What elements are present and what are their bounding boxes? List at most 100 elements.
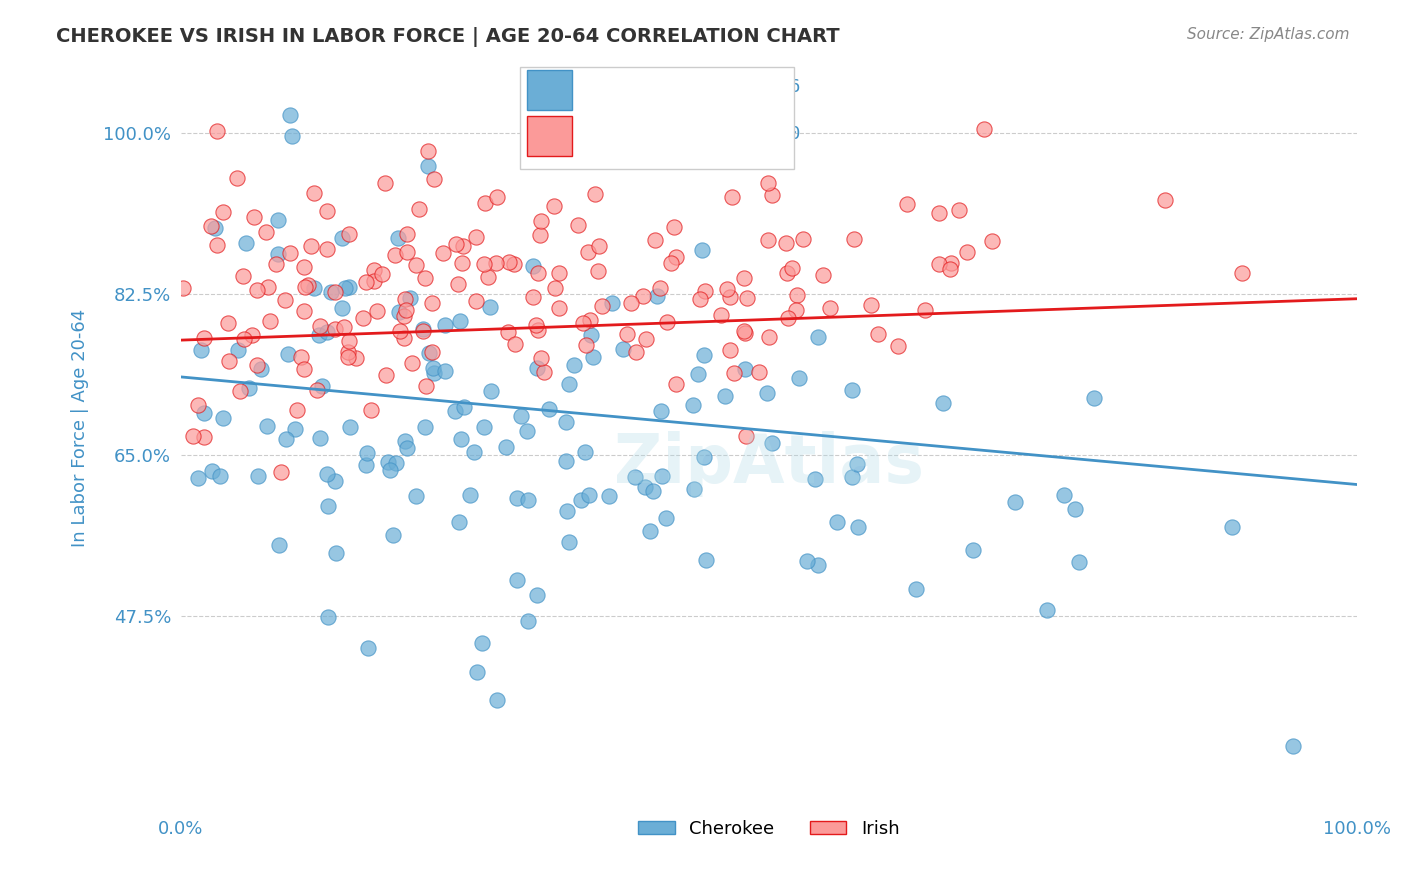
Point (229, 384, 252, 398)
Point (1064, 502, 1087, 516)
Point (846, 520, 869, 534)
Point (363, 263, 385, 277)
Point (274, 293, 297, 307)
Point (956, 244, 979, 259)
Point (281, 128, 304, 143)
Point (337, 334, 360, 348)
Point (948, 202, 970, 217)
Text: Source: ZipAtlas.com: Source: ZipAtlas.com (1187, 27, 1350, 42)
Point (775, 236, 797, 251)
Point (807, 330, 830, 344)
Point (256, 418, 278, 433)
Point (388, 305, 411, 319)
Point (357, 640, 380, 655)
Point (682, 398, 704, 412)
Point (904, 582, 927, 597)
Point (887, 339, 910, 353)
Point (735, 429, 758, 443)
Point (564, 359, 586, 373)
Point (479, 300, 502, 314)
Point (718, 290, 741, 304)
Point (325, 546, 347, 560)
Text: CHEROKEE VS IRISH IN LABOR FORCE | AGE 20-64 CORRELATION CHART: CHEROKEE VS IRISH IN LABOR FORCE | AGE 2… (56, 27, 839, 46)
Point (308, 319, 330, 334)
Point (394, 434, 416, 448)
Point (294, 280, 316, 294)
Point (665, 251, 688, 265)
Point (240, 328, 263, 343)
Point (422, 344, 444, 359)
Point (776, 311, 799, 326)
Point (733, 271, 755, 285)
Text: 0.0%: 0.0% (157, 821, 204, 838)
Point (337, 227, 360, 242)
Point (612, 342, 634, 356)
Point (363, 275, 385, 289)
Point (1230, 267, 1253, 281)
Point (776, 266, 799, 280)
Point (389, 324, 412, 338)
Point (285, 402, 308, 417)
Point (193, 430, 215, 444)
Point (422, 172, 444, 186)
Point (981, 234, 1004, 248)
Point (693, 348, 716, 362)
Point (472, 257, 495, 271)
Point (337, 345, 360, 359)
Text: R = -0.385   N = 136: R = -0.385 N = 136 (583, 78, 801, 96)
Point (710, 308, 733, 322)
Point (718, 143, 741, 157)
Point (761, 187, 783, 202)
Point (761, 436, 783, 450)
Point (444, 403, 467, 417)
Point (354, 275, 377, 289)
Point (316, 242, 339, 256)
Point (818, 301, 841, 315)
Point (278, 108, 301, 122)
Point (226, 343, 249, 357)
Point (450, 432, 472, 446)
Point (718, 343, 741, 357)
Point (486, 693, 509, 707)
Point (569, 493, 592, 508)
Point (1083, 392, 1105, 406)
Text: ZipAtlas: ZipAtlas (614, 432, 924, 498)
Point (914, 303, 936, 318)
Point (246, 283, 269, 297)
Point (290, 351, 312, 365)
Point (576, 244, 599, 259)
Point (748, 365, 770, 379)
Point (526, 588, 548, 602)
Point (841, 470, 863, 484)
Point (527, 322, 550, 336)
Point (533, 365, 555, 379)
Point (624, 470, 647, 484)
Point (522, 290, 544, 304)
Point (735, 291, 758, 305)
Point (385, 456, 408, 470)
Point (266, 257, 288, 271)
Point (292, 260, 315, 274)
Point (235, 235, 257, 250)
Point (337, 350, 360, 364)
Point (626, 345, 648, 359)
Point (792, 232, 814, 246)
Point (537, 126, 560, 140)
Point (392, 310, 415, 324)
Point (583, 187, 606, 202)
Point (555, 454, 578, 468)
Point (1220, 520, 1243, 534)
Point (330, 230, 353, 244)
Point (323, 322, 346, 336)
Point (335, 281, 357, 295)
Point (201, 464, 224, 478)
Point (339, 419, 361, 434)
Point (464, 230, 486, 244)
Point (693, 284, 716, 298)
Point (522, 260, 544, 274)
Point (412, 324, 434, 338)
Point (723, 366, 745, 380)
Point (395, 441, 418, 455)
Point (588, 239, 610, 253)
Point (256, 279, 278, 293)
